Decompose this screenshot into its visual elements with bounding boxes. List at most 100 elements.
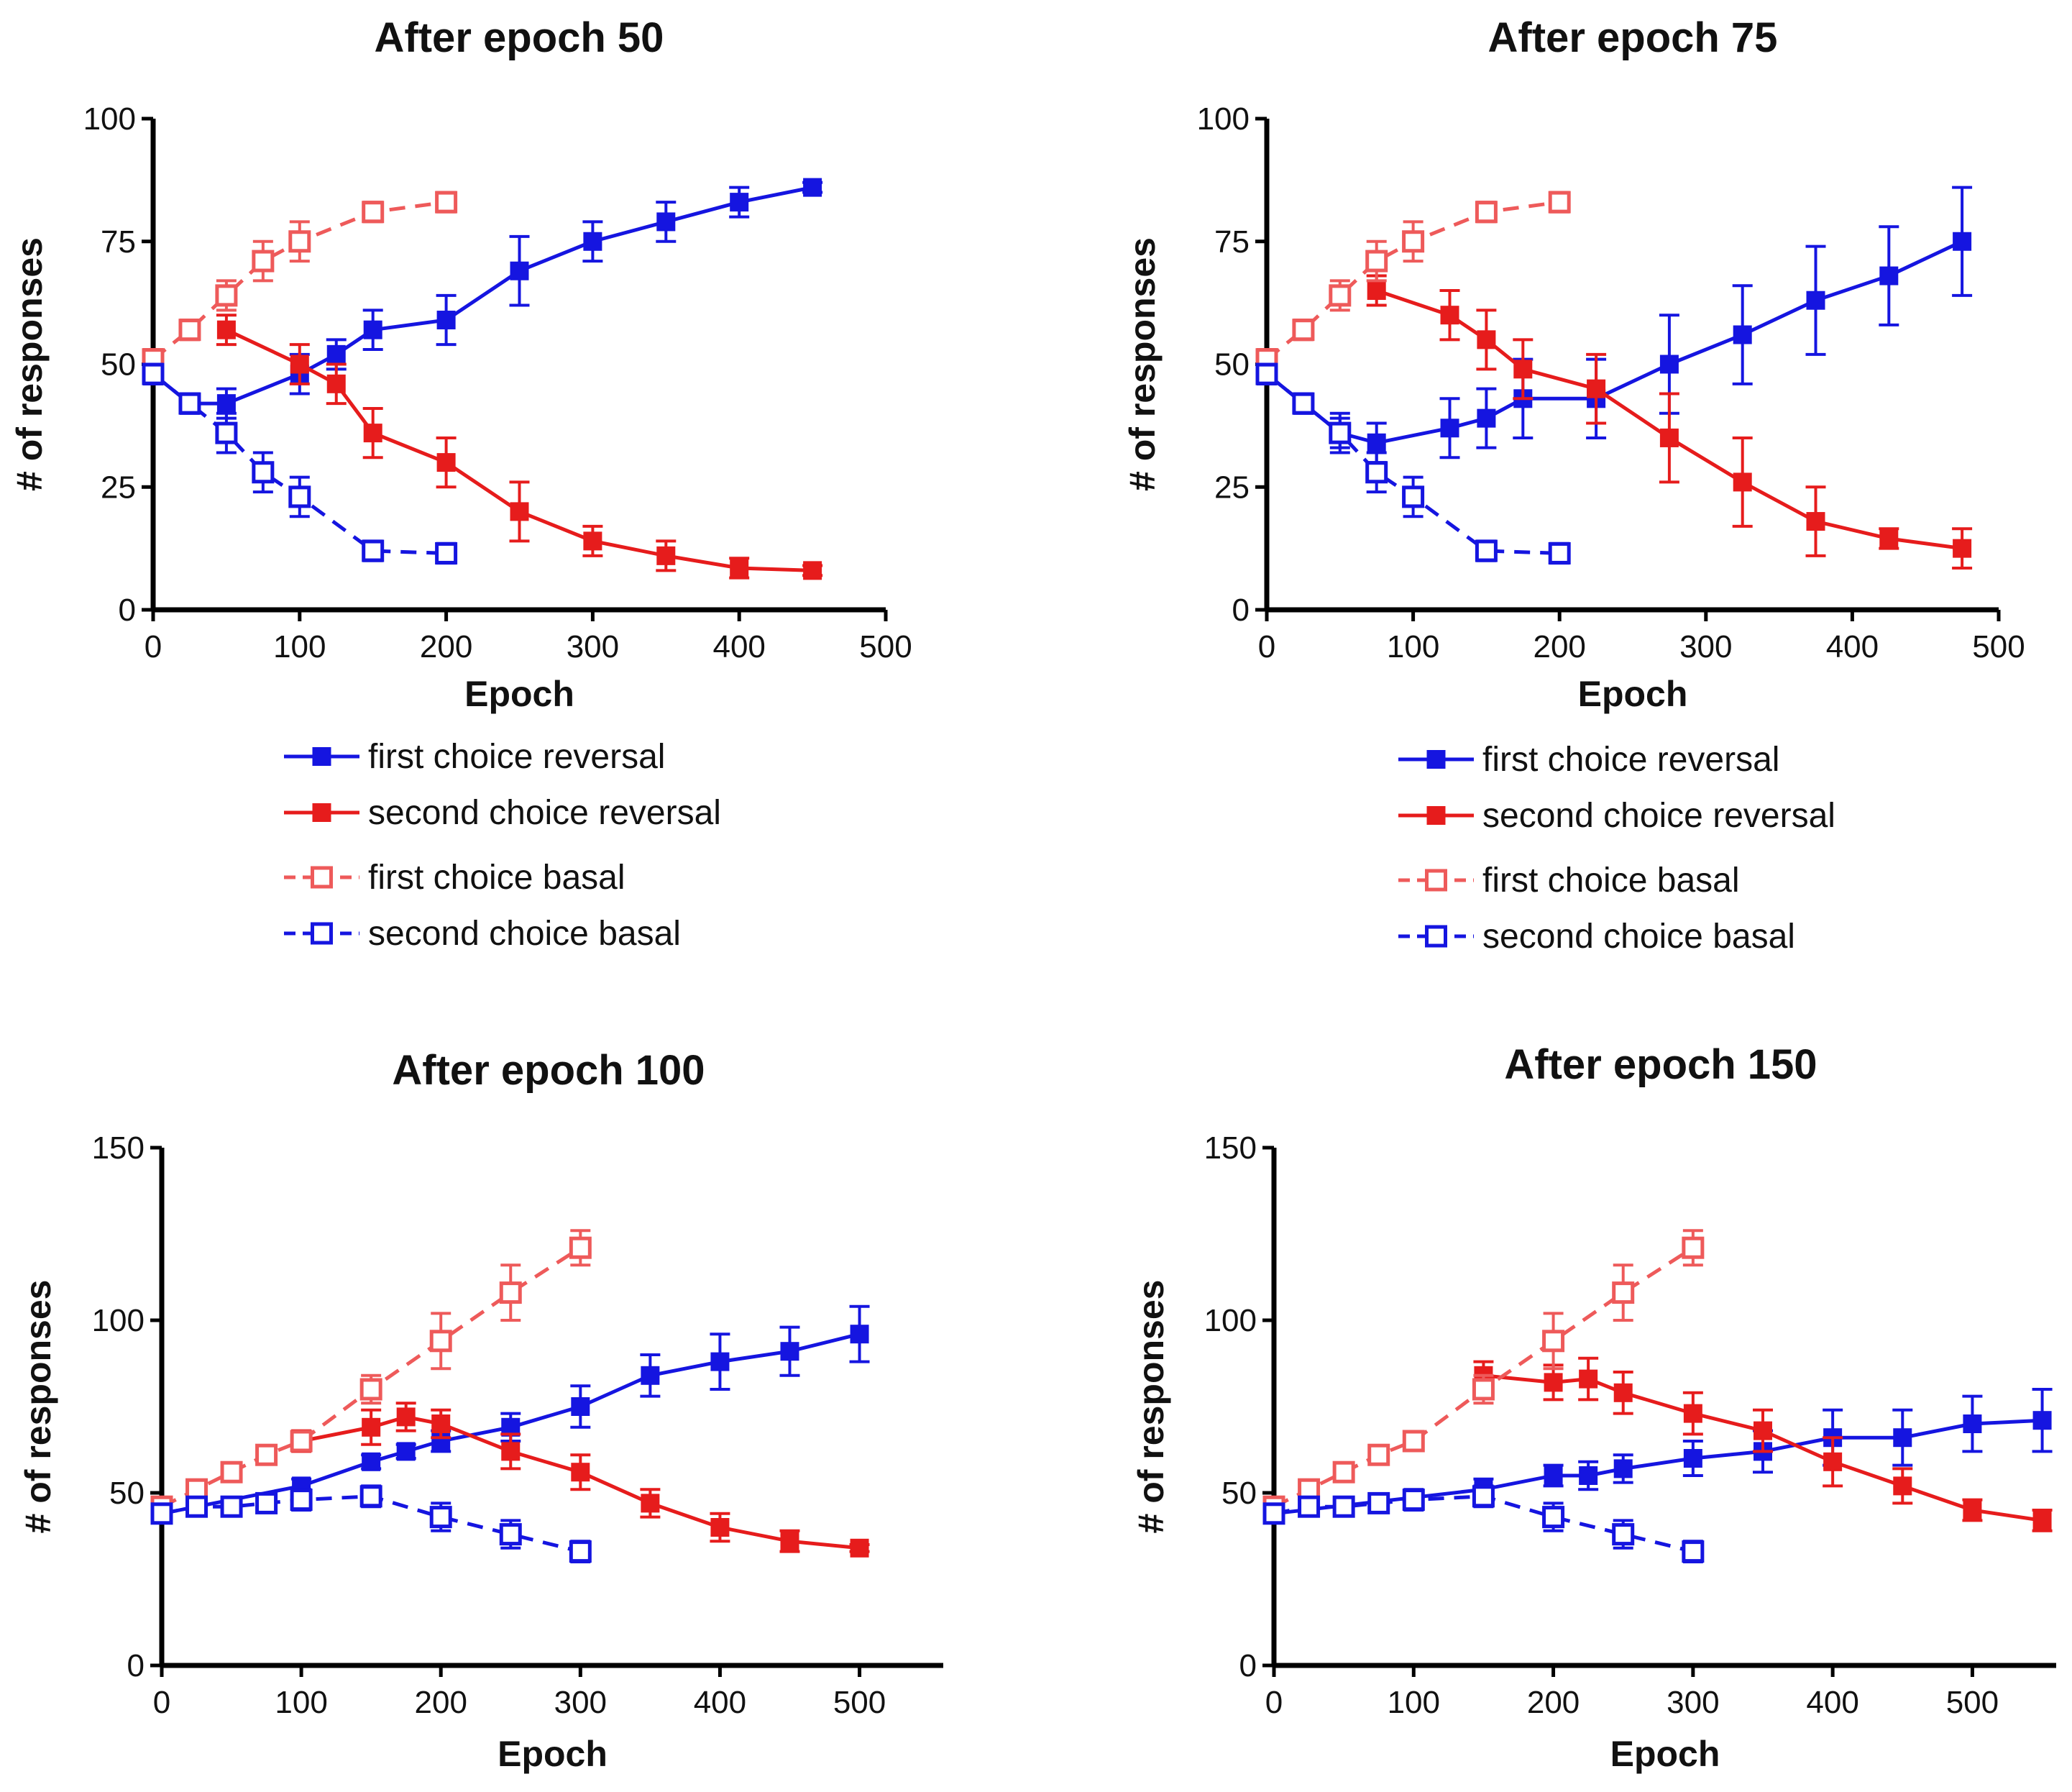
data-point <box>1402 230 1425 253</box>
data-point <box>1659 428 1679 447</box>
series-second-choice-reversal <box>216 314 823 580</box>
series-first-choice-reversal <box>143 178 823 420</box>
data-point <box>1612 1523 1635 1546</box>
x-tick-label: 0 <box>1265 1685 1283 1720</box>
x-tick-label: 100 <box>273 629 326 664</box>
series-first-choice-reversal <box>152 1304 870 1523</box>
data-point <box>252 250 275 273</box>
chart-title: After epoch 150 <box>1504 1041 1817 1088</box>
x-tick-label: 400 <box>1806 1685 1858 1720</box>
data-point <box>803 178 822 197</box>
data-point <box>710 1352 730 1371</box>
x-tick-label: 200 <box>420 629 472 664</box>
data-point <box>288 230 311 253</box>
chart-panel-3: After epoch 100 0 50 100 150 0 100 200 300 400 500… <box>18 1047 943 1774</box>
x-tick-label: 300 <box>1679 629 1732 664</box>
legend-label: first choice basal <box>1482 861 1740 900</box>
data-point <box>220 1495 243 1518</box>
data-point <box>1298 1495 1321 1518</box>
data-point <box>1963 1501 1982 1519</box>
data-point <box>178 319 201 342</box>
data-point <box>1440 306 1459 325</box>
series-second-choice-basal <box>150 1484 592 1563</box>
legend-label: first choice reversal <box>368 738 665 776</box>
data-point <box>216 320 236 339</box>
x-axis-label: Epoch <box>464 674 574 714</box>
x-tick-label: 0 <box>1258 629 1275 664</box>
data-point <box>1475 201 1498 224</box>
y-axis-label: # of responses <box>18 1280 58 1534</box>
data-point <box>215 284 238 307</box>
legend-marker <box>311 922 333 945</box>
data-point <box>1683 1404 1702 1423</box>
data-point <box>1402 1430 1425 1453</box>
chart-panel-2: After epoch 75 0 25 50 75 100 0 100 200 300 400 500… <box>1122 14 2025 956</box>
data-point <box>1329 284 1352 307</box>
data-point <box>1963 1414 1982 1433</box>
series-line <box>160 1246 582 1509</box>
x-tick-label: 500 <box>1972 629 2025 664</box>
data-point <box>1472 1378 1495 1401</box>
y-tick-label: 0 <box>1239 1648 1257 1683</box>
data-point <box>431 1414 451 1433</box>
data-point <box>1255 362 1278 385</box>
data-point <box>252 461 275 484</box>
legend-label: second choice reversal <box>368 794 721 832</box>
legend-marker <box>312 803 331 822</box>
data-point <box>1367 1491 1390 1514</box>
data-point <box>571 1463 590 1482</box>
y-tick-label: 150 <box>92 1130 145 1166</box>
data-point <box>1542 1506 1565 1529</box>
x-tick-label: 400 <box>1826 629 1879 664</box>
data-point <box>1548 541 1571 564</box>
x-tick-label: 300 <box>554 1685 607 1720</box>
chart-title: After epoch 100 <box>392 1047 705 1094</box>
data-point <box>499 1523 522 1546</box>
data-point <box>850 1325 869 1344</box>
data-point <box>142 362 165 385</box>
x-tick-label: 0 <box>153 1685 170 1720</box>
chart-panel-4: After epoch 150 0 50 100 150 0 100 200 300 400 500… <box>1131 1041 2056 1774</box>
legend: first choice reversal second choice rever… <box>284 738 721 953</box>
data-point <box>656 212 676 232</box>
chart-title: After epoch 50 <box>375 14 664 61</box>
data-point <box>1365 250 1388 273</box>
data-point <box>429 1330 452 1353</box>
data-point <box>1472 1485 1495 1508</box>
y-tick-label: 75 <box>1214 224 1250 260</box>
data-point <box>1612 1281 1635 1304</box>
data-point <box>583 232 602 251</box>
data-point <box>396 1407 416 1427</box>
data-point <box>780 1532 799 1551</box>
data-point <box>1477 408 1496 428</box>
legend: first choice reversal second choice rever… <box>1398 741 1835 956</box>
y-tick-label: 150 <box>1204 1130 1257 1166</box>
data-point <box>326 374 346 393</box>
data-point <box>1613 1383 1633 1402</box>
data-point <box>362 1417 381 1437</box>
data-point <box>288 485 311 508</box>
data-point <box>583 531 602 551</box>
data-point <box>656 546 676 565</box>
series-line <box>225 328 813 572</box>
data-point <box>1733 472 1752 492</box>
data-point <box>1806 291 1825 310</box>
data-point <box>435 541 458 564</box>
legend-label: first choice reversal <box>1482 741 1779 779</box>
data-point <box>1329 421 1352 444</box>
legend-marker <box>1426 750 1446 769</box>
data-point <box>569 1236 592 1259</box>
data-point <box>436 453 456 472</box>
data-point <box>571 1397 590 1416</box>
data-point <box>1262 1502 1285 1525</box>
legend-item-second-choice-basal: second choice basal <box>1398 918 1795 956</box>
data-point <box>1513 360 1533 379</box>
data-point <box>510 261 529 280</box>
y-tick-label: 0 <box>127 1648 145 1683</box>
data-point <box>290 355 309 374</box>
y-tick-label: 50 <box>101 347 136 383</box>
data-point <box>359 1485 382 1508</box>
data-point <box>359 1378 382 1401</box>
y-tick-label: 25 <box>101 470 136 505</box>
